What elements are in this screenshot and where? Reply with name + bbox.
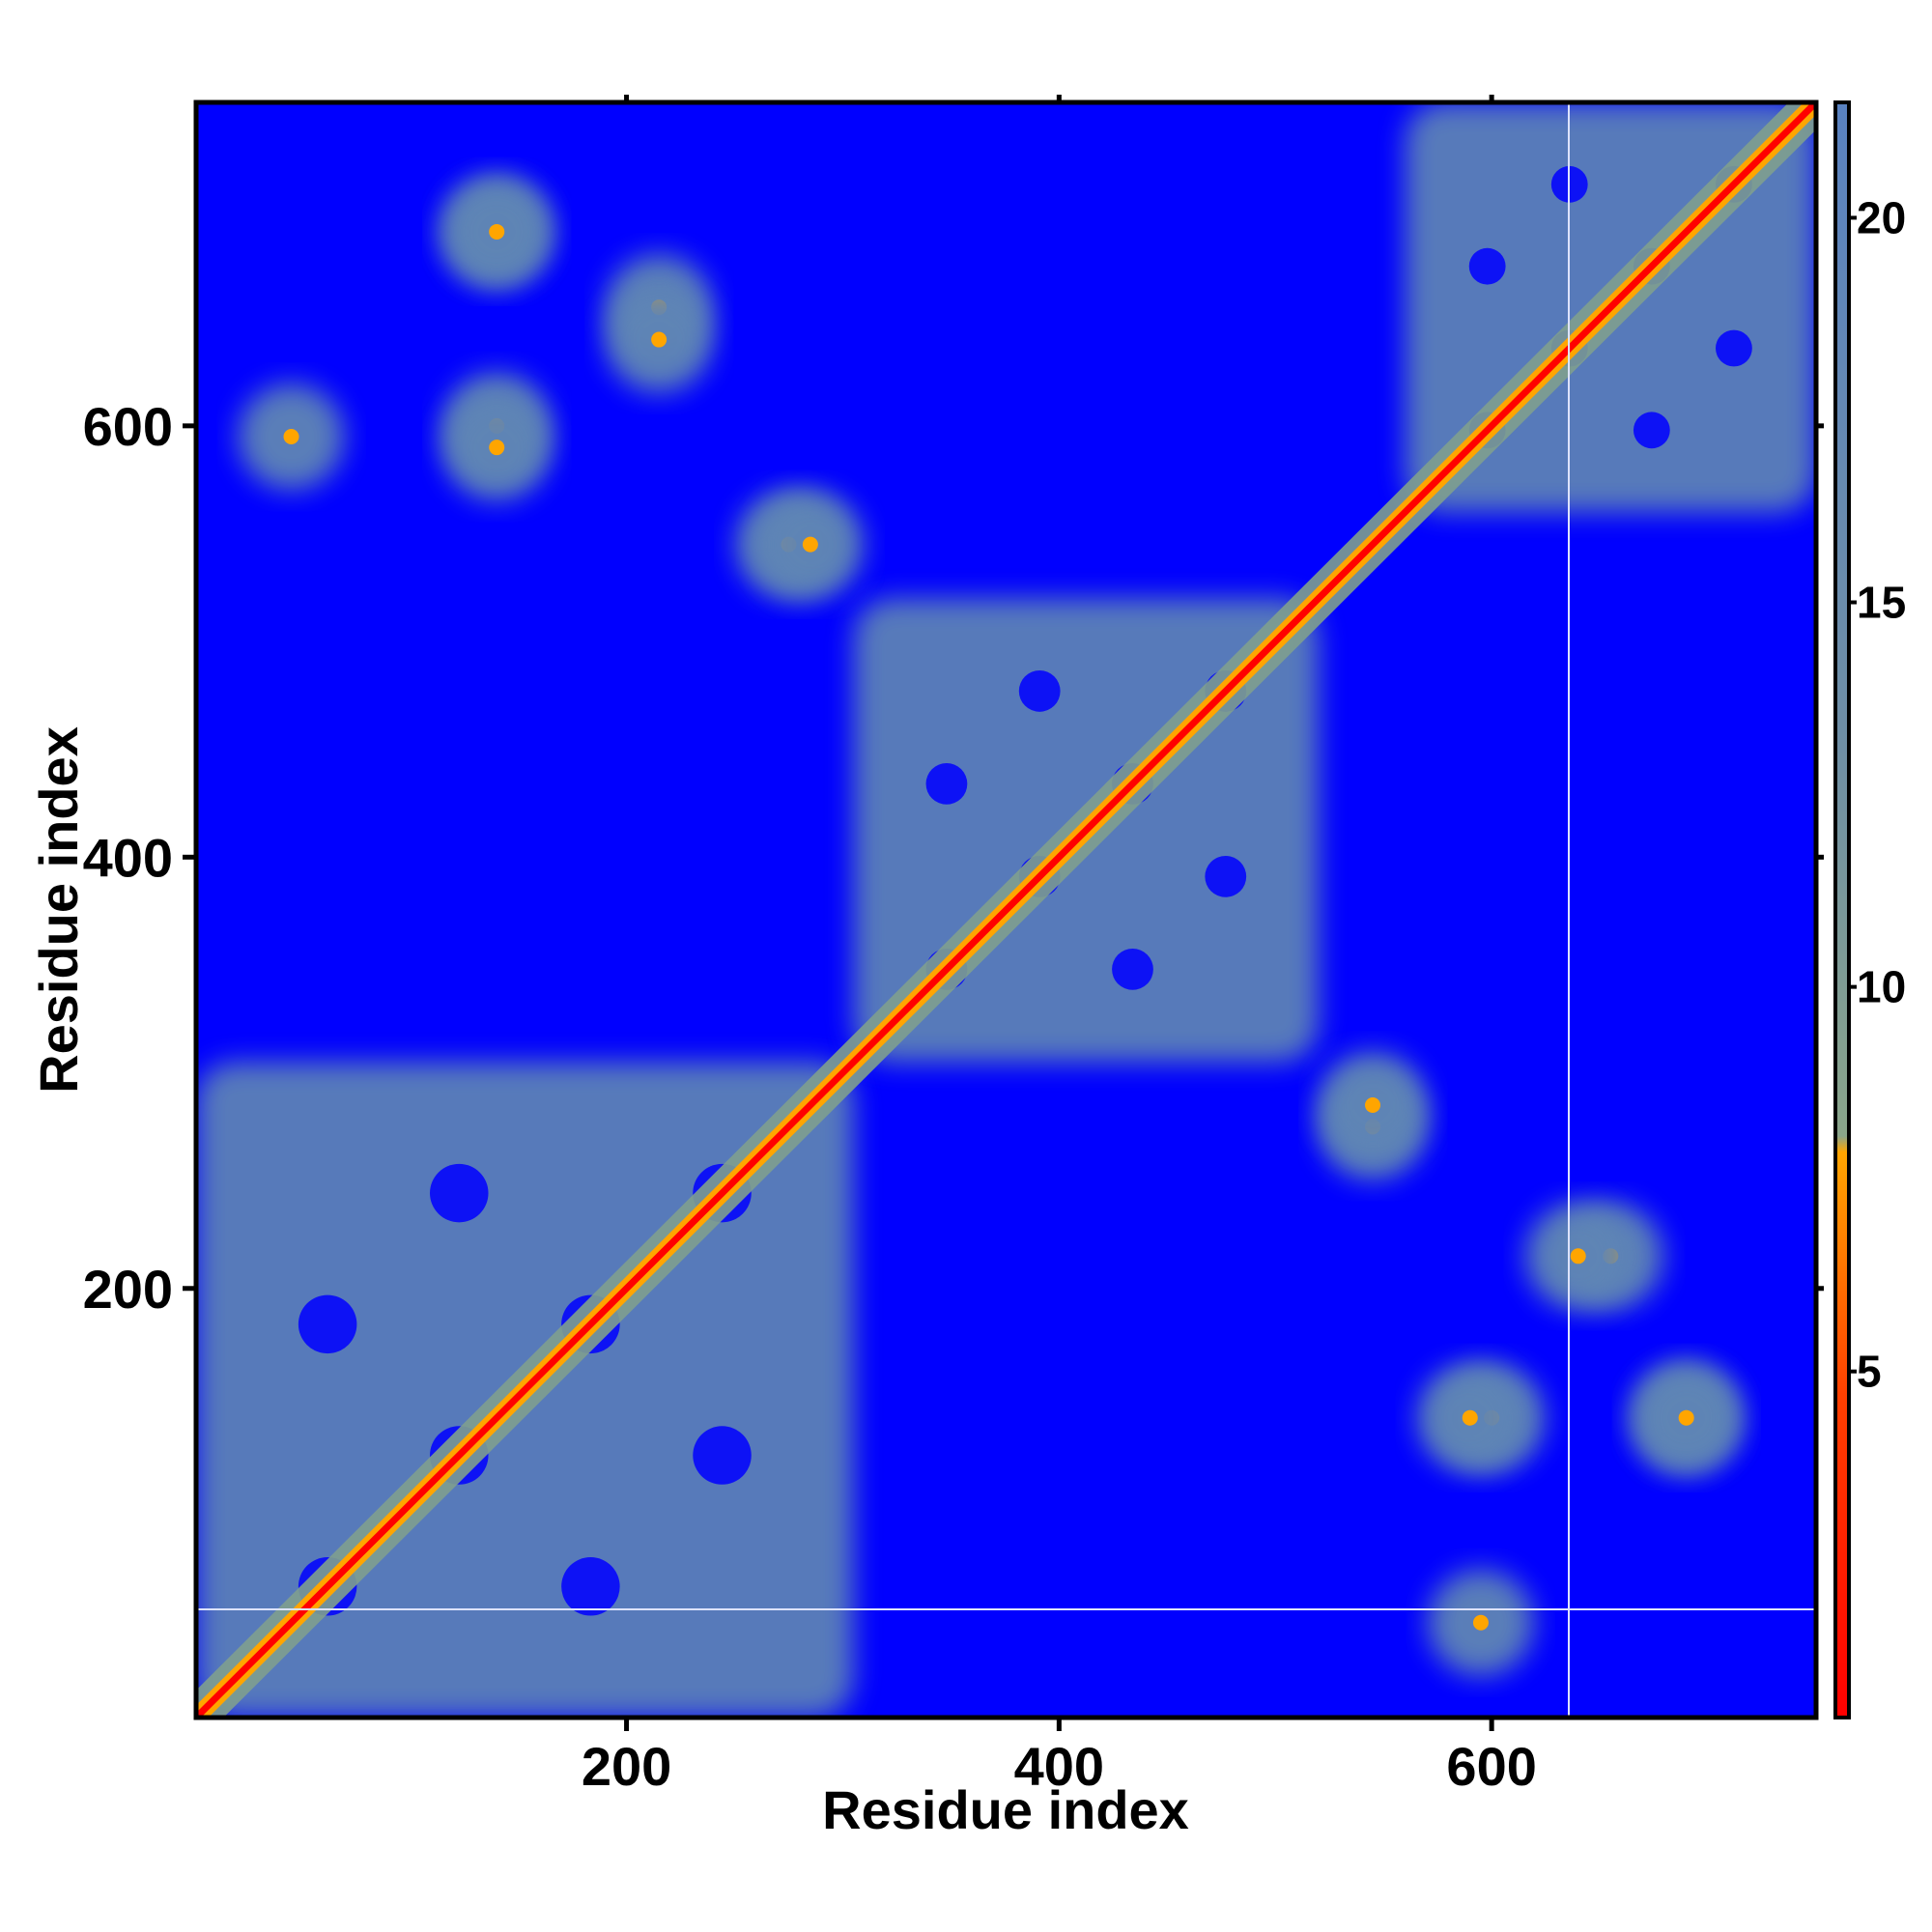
y-tick-label: 200	[83, 1259, 173, 1320]
y-tick-label: 400	[83, 827, 173, 888]
contact-core	[1678, 1409, 1694, 1426]
domain-hole	[1716, 329, 1752, 367]
y-axis: 200 400 600	[83, 396, 1824, 1320]
colorbar-tick-label: 5	[1857, 1347, 1882, 1397]
y-tick-label: 600	[83, 396, 173, 457]
contact-core	[651, 331, 668, 348]
domain-hole	[1018, 670, 1061, 712]
domain-hole	[1112, 948, 1153, 990]
colorbar-axis: 5 10 15 20	[1849, 192, 1906, 1397]
colorbar-tick-label: 15	[1857, 578, 1906, 628]
x-tick-label: 400	[1014, 1736, 1104, 1797]
colorbar-tick-label: 20	[1857, 192, 1906, 242]
domain-hole	[693, 1426, 752, 1485]
contact-core	[489, 223, 505, 240]
domain-hole	[925, 763, 968, 805]
x-tick-label: 200	[582, 1736, 671, 1797]
domain-hole	[561, 1557, 620, 1616]
x-axis: 200 400 600	[582, 95, 1537, 1797]
contact-core	[1472, 1614, 1489, 1631]
contact-core	[802, 536, 818, 553]
domain-hole	[1633, 412, 1670, 449]
diagonal-core	[196, 102, 1816, 1718]
x-tick-label: 600	[1446, 1736, 1536, 1797]
y-axis-title: Residue index	[28, 726, 89, 1094]
domain-hole	[298, 1294, 357, 1354]
contact-core	[1462, 1409, 1478, 1426]
colorbar	[1833, 100, 1851, 1719]
x-axis-title: Residue index	[822, 1779, 1189, 1840]
contact-core	[489, 440, 505, 456]
domain-hole	[1205, 856, 1247, 897]
domain-hole	[1468, 247, 1506, 285]
colorbar-tick-label: 10	[1857, 962, 1906, 1012]
contact-core	[1365, 1097, 1381, 1114]
plot-frame	[193, 99, 1819, 1720]
domain-hole	[430, 1163, 489, 1223]
contact-core	[1570, 1248, 1586, 1264]
diagonal-band	[196, 102, 1816, 1718]
contact-core	[283, 429, 299, 445]
